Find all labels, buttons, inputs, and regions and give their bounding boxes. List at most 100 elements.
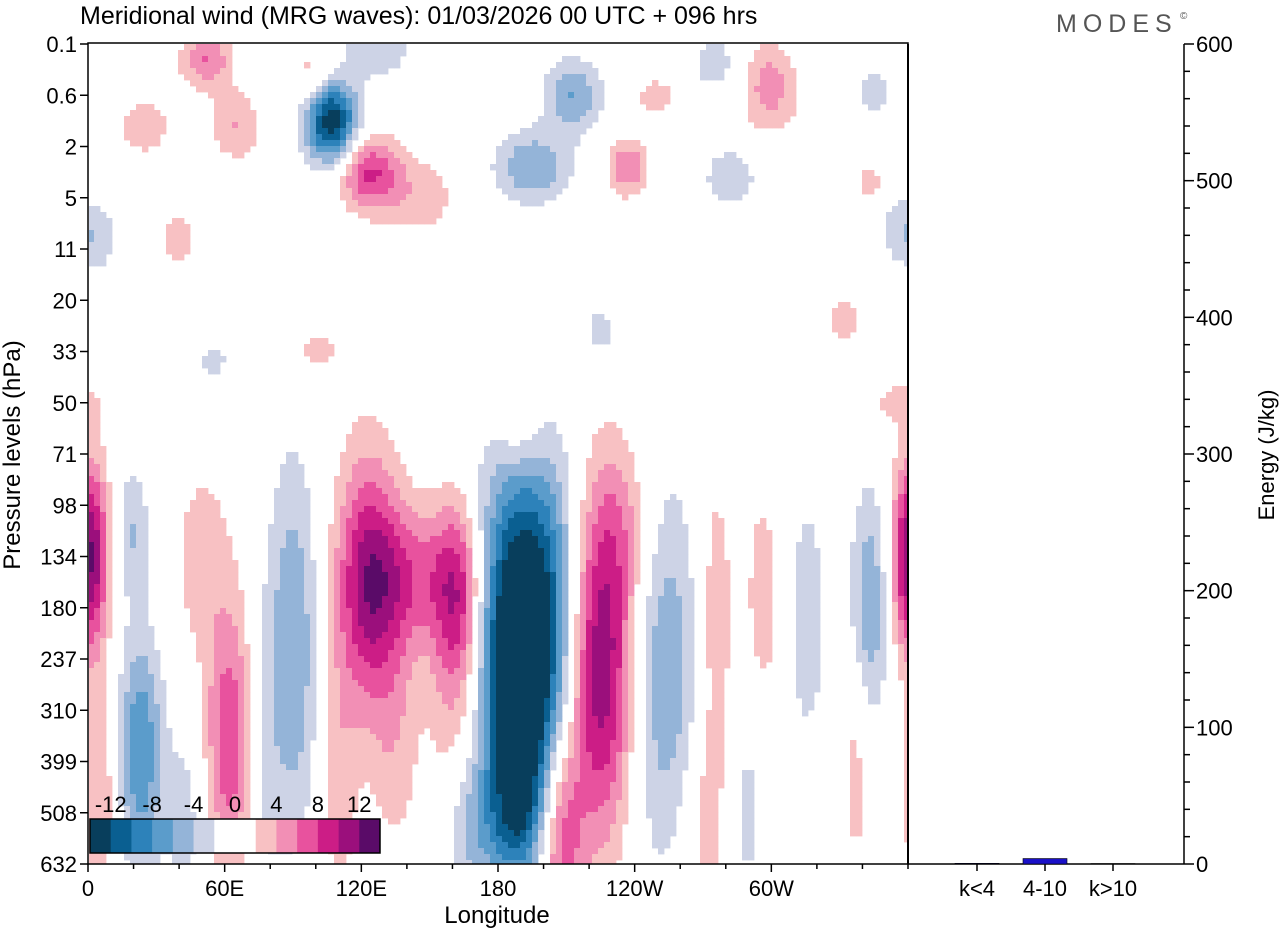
field-cell: [550, 500, 557, 507]
field-cell: [382, 524, 389, 531]
field-cell: [334, 518, 341, 525]
field-cell: [862, 662, 869, 669]
field-cell: [89, 638, 95, 645]
field-cell: [562, 524, 569, 531]
field-cell: [862, 590, 869, 597]
field-cell: [622, 668, 629, 675]
field-cell: [424, 602, 431, 609]
field-cell: [496, 608, 503, 615]
field-cell: [436, 488, 443, 495]
field-cell: [610, 692, 617, 699]
field-cell: [328, 74, 335, 81]
field-cell: [214, 512, 221, 519]
field-cell: [496, 662, 503, 669]
field-cell: [352, 170, 359, 177]
field-cell: [280, 650, 287, 657]
field-cell: [100, 446, 107, 453]
field-cell: [574, 128, 581, 135]
field-cell: [550, 644, 557, 651]
field-cell: [556, 584, 563, 591]
field-cell: [89, 560, 95, 567]
field-cell: [760, 596, 767, 603]
field-cell: [340, 638, 347, 645]
field-cell: [862, 602, 869, 609]
field-cell: [340, 470, 347, 477]
field-cell: [298, 638, 305, 645]
field-cell: [424, 560, 431, 567]
field-cell: [376, 152, 383, 159]
field-cell: [904, 200, 908, 207]
field-cell: [898, 494, 905, 501]
field-cell: [532, 542, 539, 549]
field-cell: [226, 80, 233, 87]
field-cell: [514, 452, 521, 459]
field-cell: [850, 584, 857, 591]
field-cell: [274, 686, 281, 693]
field-cell: [412, 626, 419, 633]
field-cell: [94, 398, 101, 405]
field-cell: [550, 566, 557, 573]
field-cell: [388, 638, 395, 645]
field-cell: [370, 590, 377, 597]
field-cell: [802, 524, 809, 531]
field-cell: [436, 656, 443, 663]
field-cell: [334, 482, 341, 489]
field-cell: [304, 578, 311, 585]
field-cell: [328, 650, 335, 657]
field-cell: [682, 626, 689, 633]
field-cell: [196, 86, 203, 93]
field-cell: [430, 650, 437, 657]
field-cell: [760, 518, 767, 525]
field-cell: [550, 170, 557, 177]
field-cell: [220, 62, 227, 69]
field-cell: [220, 44, 227, 51]
field-cell: [190, 608, 197, 615]
field-cell: [106, 548, 113, 555]
field-cell: [850, 320, 857, 327]
field-cell: [898, 632, 905, 639]
field-cell: [352, 482, 359, 489]
field-cell: [592, 590, 599, 597]
field-cell: [736, 164, 743, 171]
field-cell: [592, 110, 599, 117]
field-cell: [298, 602, 305, 609]
field-cell: [538, 434, 545, 441]
field-cell: [868, 524, 875, 531]
field-cell: [574, 122, 581, 129]
field-cell: [862, 536, 869, 543]
field-cell: [328, 614, 335, 621]
field-cell: [688, 620, 695, 627]
field-cell: [214, 650, 221, 657]
field-cell: [406, 626, 413, 633]
field-cell: [406, 218, 413, 225]
field-cell: [862, 596, 869, 603]
field-cell: [358, 602, 365, 609]
field-cell: [604, 656, 611, 663]
field-cell: [274, 506, 281, 513]
field-cell: [316, 158, 323, 165]
field-cell: [484, 506, 491, 513]
field-cell: [214, 134, 221, 141]
field-cell: [562, 674, 569, 681]
field-cell: [622, 176, 629, 183]
field-cell: [664, 536, 671, 543]
field-cell: [562, 452, 569, 459]
field-cell: [628, 560, 635, 567]
field-cell: [442, 518, 449, 525]
field-cell: [364, 482, 371, 489]
field-cell: [328, 134, 335, 141]
field-cell: [520, 608, 527, 615]
field-cell: [238, 116, 245, 123]
field-cell: [592, 584, 599, 591]
field-cell: [328, 554, 335, 561]
field-cell: [904, 224, 908, 231]
field-cell: [460, 686, 467, 693]
field-cell: [844, 332, 851, 339]
field-cell: [562, 476, 569, 483]
field-cell: [664, 98, 671, 105]
field-cell: [730, 182, 737, 189]
field-cell: [670, 674, 677, 681]
field-cell: [280, 638, 287, 645]
field-cell: [460, 656, 467, 663]
field-cell: [190, 512, 197, 519]
